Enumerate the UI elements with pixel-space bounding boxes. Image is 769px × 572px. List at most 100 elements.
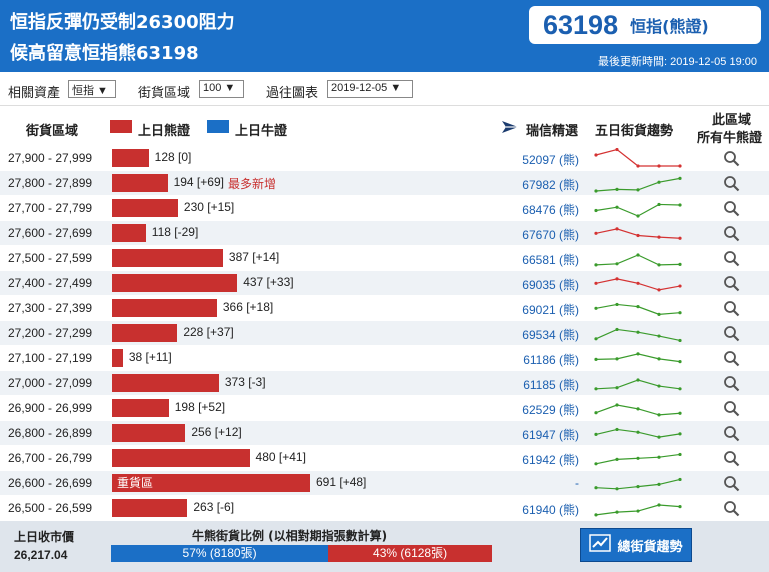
col-zone: 街貨區域 [26,124,79,139]
issuer-warrant-code[interactable]: 61185 (熊) [523,378,579,392]
bear-bar[interactable] [112,224,146,242]
bear-bar-label: 198 [+52] [174,400,226,414]
issuer-logo-icon [500,118,520,140]
zone-range: 26,600 - 26,699 [8,476,93,490]
sparkline-point [594,462,598,466]
sparkline-point [636,305,640,309]
bear-bar[interactable] [112,424,186,442]
sparkline-point [636,485,640,489]
table-row: 26,600 - 26,699 691 [+48] 重貨區 - [0,471,769,496]
five-day-trend-sparkline [594,452,682,466]
bear-bar[interactable] [112,349,123,367]
search-icon[interactable] [723,300,740,320]
sparkline-point [678,236,682,240]
sparkline-point [678,432,682,436]
sparkline-point [636,330,640,334]
sparkline-point [678,452,682,457]
sparkline-point [594,281,598,285]
bear-bar[interactable] [112,324,178,342]
headline-line-2: 候高留意恒指熊63198 [10,43,199,64]
sparkline-point [657,312,661,316]
five-day-trend-sparkline [594,327,682,343]
sparkline-point [594,513,598,517]
sparkline-point [657,334,661,338]
chart-date-select[interactable]: 2019-12-05 ▼ [327,80,413,98]
sparkline-point [615,457,619,461]
issuer-warrant-code[interactable]: 69534 (熊) [522,328,579,342]
bear-bar[interactable] [112,399,169,417]
asset-select[interactable]: 恒指 ▼ [68,80,116,98]
featured-warrant-box[interactable]: 63198 恒指(熊證) [529,6,761,44]
search-icon[interactable] [723,500,740,520]
issuer-warrant-code[interactable]: 61947 (熊) [522,428,579,442]
sparkline-point [657,288,661,292]
issuer-warrant-code[interactable]: 61940 (熊) [522,503,579,517]
bear-bar[interactable] [112,149,149,167]
search-icon[interactable] [723,475,740,495]
bear-bar[interactable] [112,449,250,467]
bear-bar[interactable] [112,249,223,267]
sparkline-point [594,208,598,213]
zone-range: 27,700 - 27,799 [8,201,93,215]
sparkline-point [678,176,682,180]
bear-bar-label: 263 [-6] [193,500,235,514]
bear-bar[interactable] [112,174,168,192]
bear-bar-label: 38 [+11] [128,350,172,364]
zone-range: 27,900 - 27,999 [8,151,93,165]
issuer-warrant-code[interactable]: - [575,476,579,490]
search-icon[interactable] [723,375,740,395]
issuer-warrant-code[interactable]: 66581 (熊) [522,253,579,267]
sparkline-point [657,357,661,361]
search-icon[interactable] [723,400,740,420]
five-day-trend-sparkline [594,277,682,292]
total-trend-button[interactable]: 總街貨趨勢 [580,528,692,562]
search-icon[interactable] [723,350,740,370]
five-day-trend-sparkline [594,302,682,316]
zone-range: 26,900 - 26,999 [8,401,93,415]
search-icon[interactable] [723,325,740,345]
sparkline-point [678,262,682,266]
sparkline-point [657,263,661,267]
bear-bar[interactable] [112,299,217,317]
search-icon[interactable] [723,450,740,470]
table-row: 27,000 - 27,099 373 [-3] 61185 (熊) [0,371,769,396]
five-day-trend-sparkline [594,378,682,391]
search-icon[interactable] [723,150,740,170]
bear-bar[interactable] [112,199,178,217]
bear-bar[interactable] [112,499,188,517]
search-icon[interactable] [723,275,740,295]
bear-bar[interactable] [112,474,310,492]
sparkline-point [594,189,598,193]
sparkline-point [678,203,682,207]
table-row: 27,700 - 27,799 230 [+15] 68476 (熊) [0,196,769,221]
issuer-warrant-code[interactable]: 62529 (熊) [522,403,579,417]
sparkline-point [657,435,661,439]
table-row: 26,800 - 26,899 256 [+12] 61947 (熊) [0,421,769,446]
issuer-warrant-code[interactable]: 69035 (熊) [522,278,579,292]
search-icon[interactable] [723,250,740,270]
issuer-warrant-code[interactable]: 68476 (熊) [522,203,579,217]
five-day-trend-sparkline [594,227,682,240]
sparkline-point [615,487,619,491]
featured-warrant-code[interactable]: 63198 [543,9,619,40]
search-icon[interactable] [723,225,740,245]
issuer-warrant-code[interactable]: 69021 (熊) [522,303,579,317]
search-icon[interactable] [723,200,740,220]
sparkline-point [657,180,661,184]
five-day-trend-sparkline [594,202,682,218]
search-icon[interactable] [723,425,740,445]
issuer-warrant-code[interactable]: 52097 (熊) [522,153,579,167]
sparkline-point [657,202,661,207]
five-day-trend-sparkline [594,352,682,364]
zone-select[interactable]: 100 ▼ [199,80,244,98]
zone-range: 26,800 - 26,899 [8,426,93,440]
issuer-warrant-code[interactable]: 61186 (熊) [523,353,579,367]
five-day-trend-sparkline [594,148,682,168]
bear-bar[interactable] [112,274,238,292]
bear-bar[interactable] [112,374,219,392]
issuer-warrant-code[interactable]: 61942 (熊) [522,453,579,467]
search-icon[interactable] [723,175,740,195]
sparkline-path [595,203,681,217]
issuer-warrant-code[interactable]: 67670 (熊) [522,228,579,242]
issuer-warrant-code[interactable]: 67982 (熊) [522,178,579,192]
